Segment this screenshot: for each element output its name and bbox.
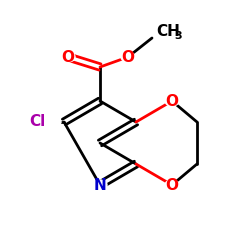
Text: CH: CH	[156, 24, 180, 40]
Text: O: O	[62, 50, 74, 64]
Ellipse shape	[61, 52, 75, 62]
Ellipse shape	[93, 180, 107, 190]
Text: 3: 3	[174, 31, 182, 41]
Ellipse shape	[121, 52, 135, 62]
Text: Cl: Cl	[29, 114, 45, 130]
Text: O: O	[122, 50, 134, 64]
Ellipse shape	[33, 116, 61, 128]
Text: O: O	[166, 178, 178, 192]
Text: O: O	[166, 94, 178, 108]
Ellipse shape	[165, 180, 179, 190]
Text: N: N	[94, 178, 106, 192]
Ellipse shape	[165, 96, 179, 106]
